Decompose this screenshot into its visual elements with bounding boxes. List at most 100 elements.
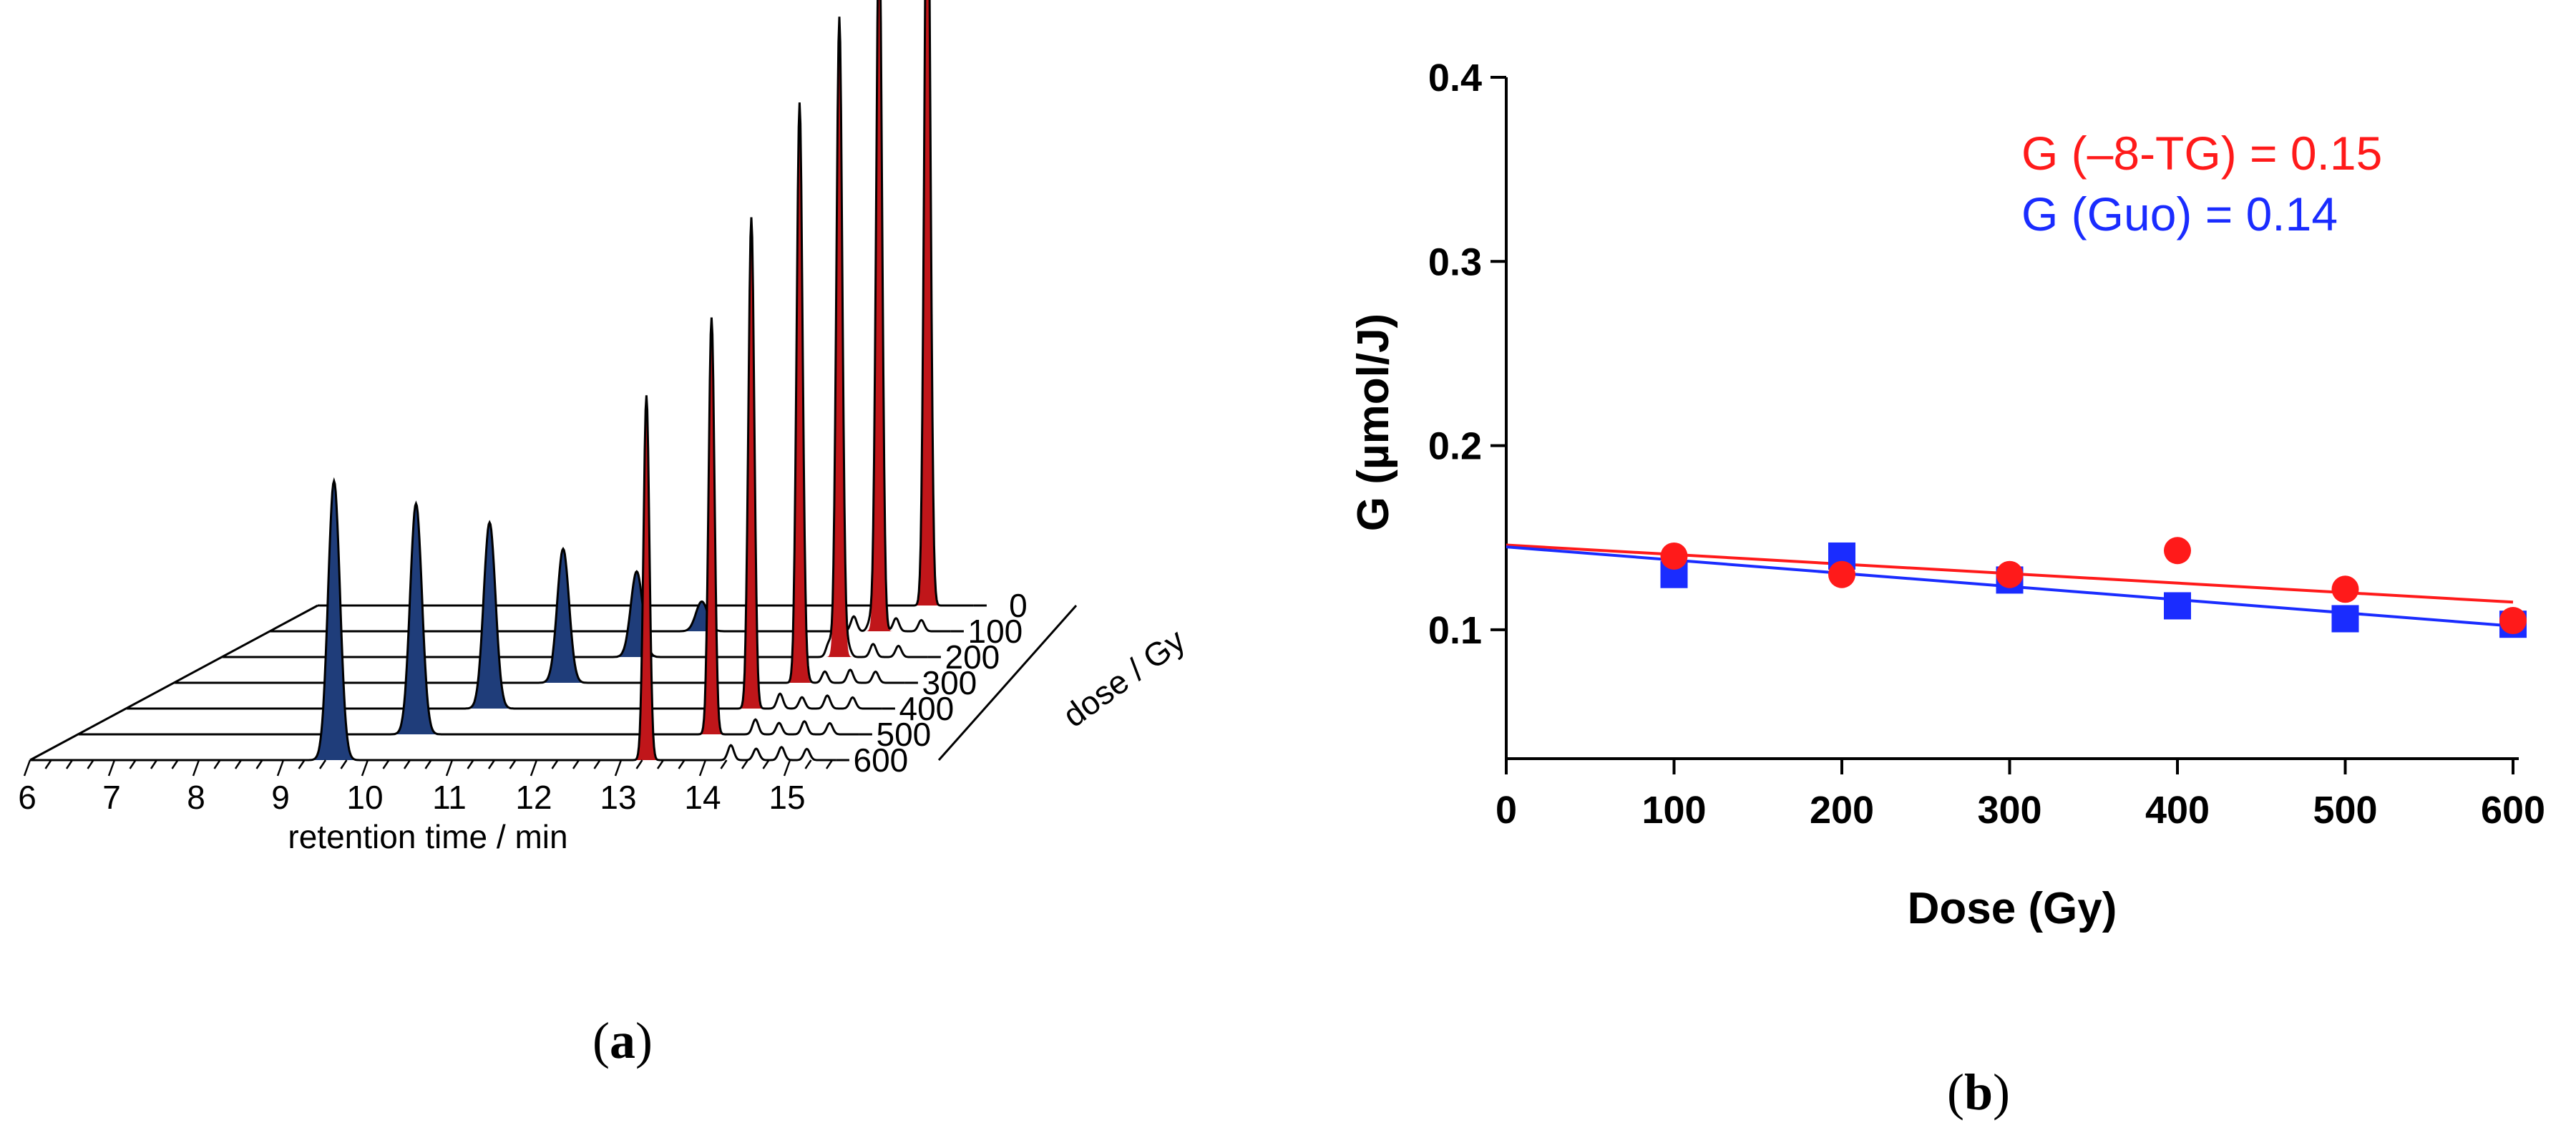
y-tick-label-0.4: 0.4: [1428, 57, 1482, 99]
tg-peak-dose-600: [633, 395, 660, 760]
annotation-guo-g-value: G (Guo) = 0.14: [2021, 188, 2338, 240]
minor-tick: [171, 759, 179, 769]
tg-peak-dose-200: [826, 16, 853, 658]
minor-tick: [65, 759, 74, 769]
minor-tick: [340, 759, 348, 769]
retention-time-tick-10: 10: [346, 779, 383, 816]
guo-peak-dose-500: [392, 503, 440, 734]
minor-tick: [129, 759, 137, 769]
x-tick-label-300: 300: [1977, 789, 2041, 832]
minor-tick: [762, 759, 770, 769]
waterfall-right-edge: [937, 605, 1078, 761]
x-tick-label-600: 600: [2481, 789, 2545, 832]
x-tick-label-200: 200: [1810, 789, 1874, 832]
minor-tick: [656, 759, 665, 769]
annotation-8tg-g-value: G (–8-TG) = 0.15: [2021, 127, 2382, 180]
x-tick-label-100: 100: [1641, 789, 1706, 832]
dose-tick-label-400: 400: [899, 690, 955, 727]
panel-b-g-value-scatter: 0.1 0.2 0.3 0.4 0 100 200 300 400 500 600 Dose (G…: [1349, 57, 2545, 1121]
panel-b-caption: (b): [1947, 1064, 2010, 1121]
trace-line-dose-100: [271, 0, 951, 633]
minor-tick: [424, 759, 432, 769]
data-points: [1660, 537, 2527, 638]
major-tick: [23, 759, 31, 777]
minor-tick: [572, 759, 580, 769]
panel-a-caption: (a): [592, 1012, 653, 1069]
guo-peak-dose-300: [540, 548, 587, 683]
minor-tick: [825, 759, 834, 769]
y-tick-label-0.1: 0.1: [1428, 609, 1482, 652]
major-tick: [107, 759, 116, 777]
dose-tick-label-500: 500: [877, 716, 932, 753]
trace-line-dose-500: [78, 317, 859, 736]
trace-mask-dose-500: [78, 317, 859, 736]
minor-tick: [213, 759, 221, 769]
8tg-point-200: [1828, 560, 1855, 588]
retention-time-axis-label: retention time / min: [288, 818, 567, 855]
trace-line-dose-400: [126, 217, 882, 710]
retention-time-tick-labels: 6 7 8 9 10 11 12 13 14 15: [18, 759, 834, 816]
major-tick: [192, 759, 200, 777]
minor-tick: [298, 759, 306, 769]
major-tick: [445, 759, 454, 777]
guo-peak-dose-600: [310, 481, 358, 760]
minor-tick: [678, 759, 686, 769]
trace-line-dose-600: [30, 395, 836, 762]
8tg-point-100: [1660, 542, 1688, 570]
x-axis-label: Dose (Gy): [1908, 884, 2117, 933]
minor-tick: [87, 759, 94, 769]
8tg-point-600: [2499, 607, 2527, 635]
minor-tick: [318, 759, 327, 769]
y-axis-label: G (µmol/J): [1349, 313, 1398, 531]
retention-time-tick-6: 6: [18, 779, 36, 816]
minor-tick: [403, 759, 411, 769]
minor-tick: [804, 759, 812, 769]
dose-tick-label-0: 0: [1009, 587, 1028, 624]
major-tick: [614, 759, 623, 777]
retention-time-tick-11: 11: [432, 779, 467, 816]
guo-peak-dose-400: [466, 522, 514, 709]
tg-peak-dose-100: [865, 0, 893, 631]
minor-tick: [593, 759, 601, 769]
trace-line-dose-300: [175, 102, 905, 684]
x-tick-label-0: 0: [1496, 789, 1517, 832]
trace-mask-dose-400: [126, 217, 882, 711]
y-tick-label-0.2: 0.2: [1428, 425, 1482, 468]
retention-time-tick-12: 12: [515, 779, 552, 816]
guo-point-500: [2331, 605, 2359, 633]
minor-tick: [551, 759, 559, 769]
retention-time-tick-15: 15: [769, 779, 805, 816]
major-tick: [276, 759, 285, 777]
trace-mask-dose-100: [271, 0, 951, 633]
x-tick-label-400: 400: [2145, 789, 2210, 832]
tg-peak-dose-300: [786, 106, 814, 683]
dose-tick-label-200: 200: [945, 638, 1000, 676]
major-tick: [361, 759, 369, 777]
minor-tick: [741, 759, 749, 769]
retention-time-tick-7: 7: [102, 779, 121, 816]
guo-peak-dose-200: [613, 571, 660, 657]
waterfall-traces: [30, 0, 974, 762]
tg-peak-dose-0: [914, 0, 941, 606]
minor-tick: [234, 759, 243, 769]
minor-tick: [382, 759, 390, 769]
tg-peak-dose-500: [698, 317, 726, 735]
dose-tick-label-100: 100: [968, 613, 1023, 650]
tg-peak-dose-400: [738, 217, 765, 709]
major-tick: [783, 759, 791, 777]
y-axis-ticks: 0.1 0.2 0.3 0.4: [1428, 57, 1506, 652]
minor-tick: [150, 759, 158, 769]
guo-point-400: [2164, 592, 2191, 620]
minor-tick: [720, 759, 728, 769]
minor-tick: [509, 759, 517, 769]
x-tick-label-500: 500: [2313, 789, 2377, 832]
8tg-point-500: [2331, 575, 2359, 603]
minor-tick: [467, 759, 474, 769]
dose-tick-label-600: 600: [854, 741, 909, 779]
retention-time-tick-9: 9: [271, 779, 290, 816]
retention-time-tick-13: 13: [600, 779, 636, 816]
x-axis-ticks: 0 100 200 300 400 500 600: [1496, 759, 2545, 832]
